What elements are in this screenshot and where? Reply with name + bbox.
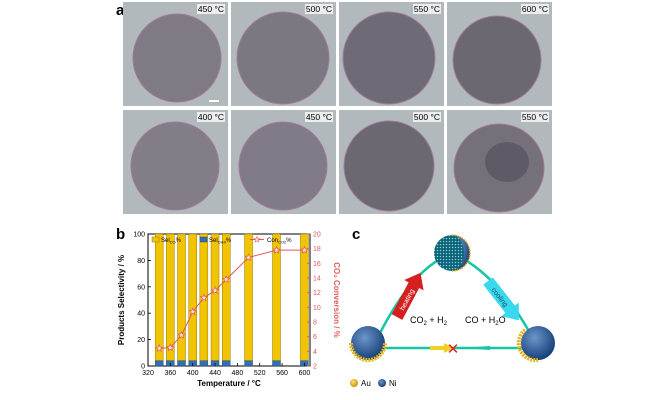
bar-sel-co xyxy=(188,233,197,361)
y-tick-label: 60 xyxy=(137,284,145,291)
reaction-cycle-diagram: heating cooling ✕ CO2 + H2 CO + H2O Au N… xyxy=(349,234,555,388)
y-tick-label: 20 xyxy=(137,337,145,344)
bar-sel-ch4 xyxy=(272,360,281,367)
y2-tick-label: 14 xyxy=(313,276,321,283)
selectivity-conversion-chart: 0 20 40 60 80 100 2 4 6 8 10 12 14 16 18 20 320 360 400 440… xyxy=(117,232,340,389)
tem-temp-label: 550 °C xyxy=(412,4,441,14)
x-tick-label: 520 xyxy=(254,370,266,377)
series-point-con-co2 xyxy=(244,253,253,262)
heating-arrow: heating xyxy=(391,272,424,320)
bar-sel-co xyxy=(222,233,231,361)
tem-image-8: 550 °C xyxy=(447,110,552,214)
y-axis-label: Products Selectivity / % xyxy=(117,255,126,345)
scale-bar xyxy=(209,100,219,102)
tem-image-1: 450 °C xyxy=(123,2,228,106)
tem-temp-label: 450 °C xyxy=(196,4,225,14)
series-point-con-co2 xyxy=(177,330,186,339)
bar-sel-ch4 xyxy=(177,360,186,367)
series-point-con-co2 xyxy=(199,293,209,302)
y2-tick-label: 18 xyxy=(313,246,321,253)
tem-temp-label: 600 °C xyxy=(520,4,549,14)
x-tick-label: 360 xyxy=(165,370,177,377)
y2-tick-label: 10 xyxy=(313,305,321,312)
y2-tick-label: 2 xyxy=(313,364,317,371)
bar-sel-ch4 xyxy=(222,360,231,367)
y2-tick-label: 12 xyxy=(313,290,321,297)
y-tick-label: 80 xyxy=(137,258,145,265)
bar-sel-ch4 xyxy=(244,360,253,367)
series-point-con-co2 xyxy=(272,245,281,254)
x-tick-label: 480 xyxy=(232,370,244,377)
bar-sel-co xyxy=(177,233,186,361)
tem-temp-label: 550 °C xyxy=(520,112,549,122)
bar-sel-ch4 xyxy=(154,360,164,367)
series-point-con-co2 xyxy=(210,286,220,295)
blocked-arrow xyxy=(430,343,454,353)
tem-image-5: 400 °C xyxy=(123,110,228,214)
series-point-con-co2 xyxy=(166,343,175,352)
tem-image-7: 500 °C xyxy=(339,110,444,214)
legend-label-sel-co: SelCO% xyxy=(161,238,182,245)
series-point-con-co2 xyxy=(154,344,164,352)
tem-image-4: 600 °C xyxy=(447,2,552,106)
legend-label-con: ConCO2% xyxy=(267,238,292,245)
y2-tick-label: 6 xyxy=(313,334,317,341)
y2-tick-label: 4 xyxy=(313,349,317,356)
panel-b-label: b xyxy=(116,226,126,243)
series-point-con-co2 xyxy=(188,307,197,316)
legend-label-sel-ch4: SelCH4% xyxy=(209,238,232,245)
y2-tick-label: 20 xyxy=(313,232,321,239)
y-tick-label: 0 xyxy=(141,364,145,371)
blocked-cross: ✕ xyxy=(447,340,460,358)
series-point-con-co2 xyxy=(222,275,231,284)
x-tick-label: 400 xyxy=(187,370,199,377)
bar-sel-co xyxy=(154,233,164,361)
bar-sel-ch4 xyxy=(199,360,209,367)
x-tick-label: 560 xyxy=(276,370,288,377)
tem-temp-label: 500 °C xyxy=(412,112,441,122)
tem-temp-label: 500 °C xyxy=(304,4,333,14)
top-particle xyxy=(434,234,471,272)
y2-tick-label: 8 xyxy=(313,320,317,327)
panel-a-label: a xyxy=(116,2,125,19)
x-tick-label: 440 xyxy=(209,370,221,377)
x-tick-label: 600 xyxy=(299,370,311,377)
blocked-arrow-tail xyxy=(462,346,490,350)
right-equation: CO + H2O xyxy=(465,315,506,327)
ni-legend-dot xyxy=(378,379,386,387)
bar-sel-co xyxy=(244,233,253,361)
tem-image-6: 450 °C xyxy=(231,110,336,214)
tem-temp-label: 450 °C xyxy=(304,112,333,122)
bar-sel-co xyxy=(272,233,281,361)
series-point-con-co2 xyxy=(300,245,309,254)
y2-tick-label: 16 xyxy=(313,261,321,268)
tem-temp-label: 400 °C xyxy=(196,112,225,122)
y2-axis-label: CO₂ Conversion / % xyxy=(332,262,340,338)
bar-sel-co xyxy=(166,233,175,361)
y-tick-label: 100 xyxy=(133,232,145,239)
x-tick-label: 320 xyxy=(142,370,154,377)
tem-image-3: 550 °C xyxy=(339,2,444,106)
legend-swatch-sel-ch4 xyxy=(199,236,208,243)
au-legend-label: Au xyxy=(361,379,371,388)
x-axis-label: Temperature / °C xyxy=(197,379,261,388)
series-line-con-co2 xyxy=(159,249,305,349)
right-particle xyxy=(516,326,555,363)
y-tick-label: 40 xyxy=(137,311,145,318)
au-legend-dot xyxy=(350,379,358,387)
legend-swatch-sel-co xyxy=(151,236,160,243)
panel-c-label: c xyxy=(352,226,361,243)
left-equation: CO2 + H2 xyxy=(410,315,448,327)
ni-legend-label: Ni xyxy=(389,379,397,388)
bar-sel-co xyxy=(210,233,220,361)
left-particle xyxy=(349,326,387,362)
tem-image-2: 500 °C xyxy=(231,2,336,106)
legend-marker-con xyxy=(253,235,261,243)
bar-sel-co xyxy=(300,233,309,361)
